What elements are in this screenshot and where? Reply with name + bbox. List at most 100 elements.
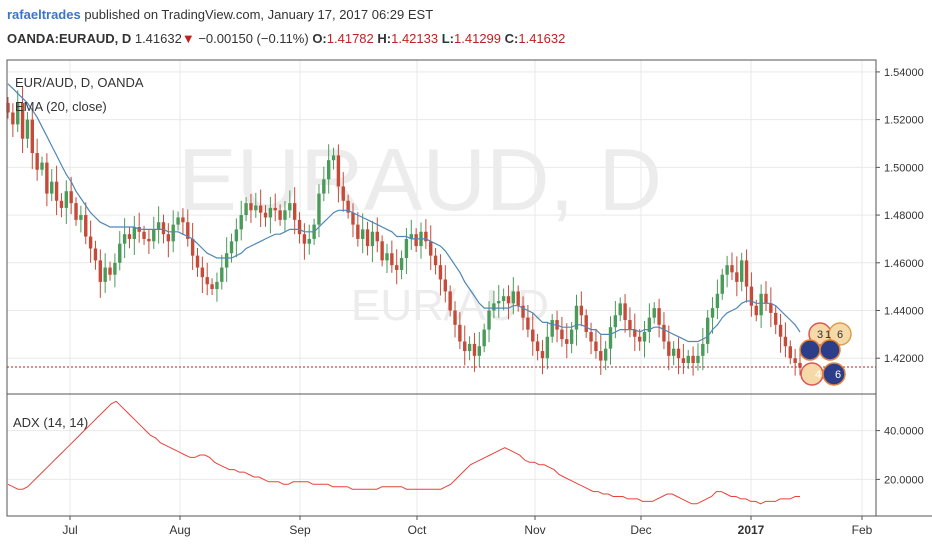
event-marker-label: 6 [835, 369, 841, 381]
candle-body [730, 265, 734, 273]
candle-body [482, 329, 486, 347]
candle [642, 320, 647, 358]
adx-axis[interactable]: 40.0000 20.0000 [876, 426, 924, 487]
candle [414, 228, 418, 253]
candle-body [336, 155, 341, 187]
candle [744, 249, 749, 303]
candle-body [69, 191, 73, 204]
candle-body [774, 312, 778, 325]
candle [764, 281, 768, 311]
candle [404, 227, 409, 274]
candle-body [200, 267, 205, 278]
candle-body [492, 303, 496, 311]
candle-body [263, 212, 268, 218]
candle-body [54, 181, 59, 201]
adx-tick-label: 20.0000 [884, 474, 924, 486]
candle-body [181, 217, 185, 223]
candle-body [759, 293, 763, 316]
candle-body [356, 224, 360, 239]
time-tick-label: 2017 [738, 523, 765, 537]
candle-body [360, 229, 365, 239]
candle [701, 327, 705, 371]
time-axis[interactable]: Jul Aug Sep Oct Nov Dec 2017 Feb [62, 516, 873, 537]
candle-body [409, 234, 413, 239]
candle [584, 309, 588, 338]
candle-body [370, 231, 375, 247]
candle-body [535, 341, 540, 352]
candle-body [521, 305, 525, 318]
price-grid [7, 60, 876, 394]
candle-body [652, 308, 656, 318]
event-marker-icon[interactable] [828, 322, 852, 346]
candle [769, 287, 773, 328]
candle [244, 197, 248, 222]
time-tick-label: Aug [169, 523, 190, 537]
candle [103, 253, 107, 293]
event-marker-label: 4 [815, 369, 821, 381]
candle [16, 90, 20, 133]
candle [59, 193, 64, 218]
candle-body [30, 119, 34, 154]
candle-body [798, 362, 802, 368]
candle [715, 279, 720, 320]
event-markers[interactable]: 3 1 6 4 6 [799, 322, 852, 386]
low-label: L: [441, 31, 455, 46]
price-tick-label: 1.52000 [884, 115, 924, 127]
candle [735, 256, 739, 297]
candle [472, 332, 477, 372]
open-label: O: [312, 31, 327, 46]
candle [326, 144, 331, 194]
candle [11, 103, 15, 138]
candle-body [399, 258, 404, 270]
candle-body [254, 205, 258, 211]
candle-body [467, 343, 472, 352]
candle-body [667, 341, 671, 356]
candle-body [603, 348, 608, 361]
candle [555, 310, 559, 343]
candle-body [385, 253, 389, 261]
candle [93, 240, 98, 270]
candle [759, 284, 763, 328]
candle [224, 237, 229, 282]
adx-pane-border [6, 393, 877, 517]
candle [220, 254, 224, 290]
low-value: 1.41299 [454, 31, 502, 46]
candle [395, 249, 399, 285]
candle-body [681, 358, 686, 363]
candle [730, 252, 734, 280]
candle [127, 226, 132, 249]
event-marker-icon[interactable] [799, 339, 821, 361]
candle [54, 165, 59, 216]
candle [458, 312, 462, 350]
candle [132, 216, 137, 255]
candle [35, 138, 39, 181]
candle-body [108, 267, 112, 275]
candle [424, 219, 428, 249]
price-tick-label: 1.42000 [884, 353, 924, 365]
candle-body [127, 234, 132, 239]
candle [142, 225, 146, 245]
candle [176, 211, 180, 231]
candle [341, 172, 345, 212]
candle [69, 176, 73, 215]
candle [633, 313, 637, 352]
candle-body [229, 241, 234, 254]
candle [195, 247, 200, 277]
candle-body [429, 241, 433, 256]
event-marker-icon[interactable] [822, 362, 846, 386]
candle-body [633, 329, 637, 337]
author-link[interactable]: rafaeltrades [7, 7, 81, 22]
candle [516, 285, 520, 312]
candle [278, 204, 282, 226]
published-text: published on TradingView.com, January 17… [80, 7, 434, 22]
candle-body [161, 222, 166, 235]
candle [429, 225, 433, 270]
candle-body [16, 102, 20, 125]
publish-info: rafaeltrades published on TradingView.co… [7, 7, 433, 22]
candle-body [463, 341, 467, 352]
candle-body [220, 267, 224, 282]
event-marker-icon[interactable] [819, 339, 841, 361]
candle-body [93, 248, 98, 261]
price-axis[interactable]: 1.54000 1.52000 1.50000 1.48000 1.46000 1.440… [876, 67, 924, 365]
